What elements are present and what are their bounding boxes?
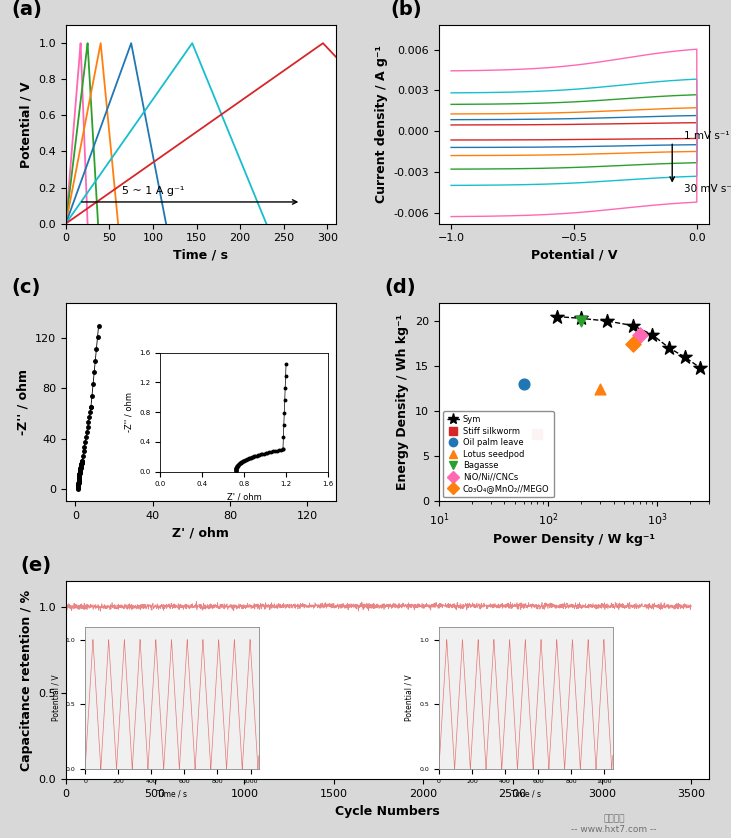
Point <box>627 337 639 350</box>
Point <box>694 361 706 375</box>
X-axis label: Potential / V: Potential / V <box>531 249 617 262</box>
Point <box>635 328 646 341</box>
Y-axis label: Energy Density / Wh kg⁻¹: Energy Density / Wh kg⁻¹ <box>396 314 409 490</box>
Point <box>627 318 639 332</box>
Legend: Sym, Stiff silkworm, Oil palm leave, Lotus seedpod, Bagasse, NiO/Ni//CNCs, Co₃O₄: Sym, Stiff silkworm, Oil palm leave, Lot… <box>443 411 554 497</box>
X-axis label: Cycle Numbers: Cycle Numbers <box>335 804 440 818</box>
Point <box>602 314 613 328</box>
Text: (d): (d) <box>385 278 417 297</box>
Point <box>575 314 586 328</box>
Point <box>531 427 543 441</box>
Text: 活性炭网
-- www.hxt7.com --: 活性炭网 -- www.hxt7.com -- <box>572 815 656 834</box>
Y-axis label: Capacitance retention / %: Capacitance retention / % <box>20 590 33 771</box>
Text: (e): (e) <box>20 556 52 575</box>
Y-axis label: Potential / V: Potential / V <box>20 81 33 168</box>
Text: 5 ~ 1 A g⁻¹: 5 ~ 1 A g⁻¹ <box>123 186 185 196</box>
Point <box>550 310 562 323</box>
Text: (b): (b) <box>390 0 422 19</box>
Text: (c): (c) <box>12 278 41 297</box>
Y-axis label: -Z'' / ohm: -Z'' / ohm <box>16 370 29 435</box>
X-axis label: Time / s: Time / s <box>173 249 228 262</box>
Text: (a): (a) <box>12 0 42 19</box>
X-axis label: Z' / ohm: Z' / ohm <box>173 527 230 540</box>
Text: 30 mV s⁻¹: 30 mV s⁻¹ <box>684 184 731 194</box>
Point <box>575 312 586 325</box>
Point <box>594 382 606 396</box>
Text: 1 mV s⁻¹: 1 mV s⁻¹ <box>684 131 730 141</box>
Y-axis label: Current density / A g⁻¹: Current density / A g⁻¹ <box>375 45 388 204</box>
Point <box>518 377 529 391</box>
Point <box>646 328 658 341</box>
Point <box>679 350 691 364</box>
Point <box>664 341 675 354</box>
X-axis label: Power Density / W kg⁻¹: Power Density / W kg⁻¹ <box>493 533 655 546</box>
